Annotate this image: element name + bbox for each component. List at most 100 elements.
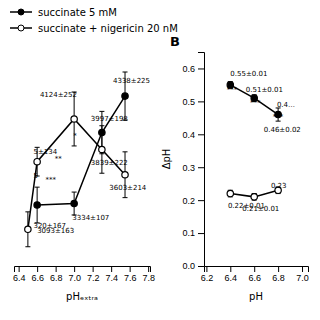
x-tick-label: 6.8: [50, 273, 63, 283]
y-tick-mark: [198, 101, 204, 102]
annotation: 4338±225: [113, 77, 150, 85]
error-bar: [35, 187, 40, 223]
x-tick: 6.2: [201, 266, 214, 283]
error-bar: [25, 212, 30, 247]
series: [25, 92, 129, 247]
x-tick-label: 7.4: [105, 273, 118, 283]
x-axis-title: pHₑₓₜᵣₐ: [66, 291, 98, 302]
x-tick-mark: [230, 266, 231, 272]
x-tick-label: 7.0: [296, 273, 309, 283]
x-tick: 7.0: [68, 266, 81, 283]
error-bar: [228, 190, 233, 197]
y-tick-label: 0.0: [182, 261, 195, 271]
legend-item: succinate + nigericin 20 nM: [10, 23, 178, 34]
x-tick-mark: [19, 266, 20, 272]
y-tick-mark: [198, 167, 204, 168]
y-tick: 0.6: [182, 64, 204, 74]
x-tick-mark: [130, 266, 131, 272]
annotation: 0.51±0.01: [246, 86, 283, 94]
annotation: 0.46±0.02: [264, 126, 301, 134]
x-tick: 6.4: [225, 266, 238, 283]
y-tick-label: 0.6: [182, 64, 195, 74]
annotation: 3603±214: [109, 184, 147, 192]
y-tick: 0.5: [182, 97, 204, 107]
annotation: ***: [273, 113, 284, 121]
legend-swatch-marker: [18, 25, 24, 31]
annotation: 3997±198: [91, 115, 128, 123]
chart: succinate 5 mM succinate + nigericin 20 n…: [0, 0, 320, 320]
annotation: ***: [227, 86, 238, 94]
error-bar: [252, 194, 257, 201]
y-axis-line: [198, 53, 205, 267]
point: [99, 146, 105, 152]
x-tick: 7.6: [124, 266, 137, 283]
x-tick: 7.0: [296, 266, 309, 283]
y-tick-label: 0.3: [182, 163, 195, 173]
annotation: 4124±252: [40, 91, 77, 99]
x-tick-label: 6.4: [225, 273, 238, 283]
x-tick: 6.6: [31, 266, 44, 283]
y-tick: 0.2: [182, 196, 204, 206]
annotation: 5: [33, 172, 37, 180]
x-tick: 6.4: [13, 266, 26, 283]
panel: 6.26.46.66.87.00.00.10.20.30.40.50.60.55…: [161, 34, 309, 302]
x-axis-line: [205, 267, 309, 273]
annotation: ***: [45, 176, 56, 184]
y-tick-label: 0.4: [182, 130, 195, 140]
x-tick: 7.8: [142, 266, 155, 283]
y-tick: 0.3: [182, 163, 204, 173]
point: [122, 172, 128, 178]
point: [227, 190, 233, 196]
x-tick: 6.6: [248, 266, 261, 283]
x-tick-mark: [37, 266, 38, 272]
annotation: 0.23: [271, 182, 287, 190]
x-axis-line: [15, 267, 151, 273]
x-tick-mark: [148, 266, 149, 272]
y-tick: 0.4: [182, 130, 204, 140]
y-tick-mark: [198, 68, 204, 69]
x-tick-mark: [206, 266, 207, 272]
x-tick-mark: [302, 266, 303, 272]
y-tick-mark: [198, 266, 204, 267]
x-tick-label: 6.4: [13, 273, 26, 283]
x-tick-label: 7.8: [142, 273, 155, 283]
x-tick: 7.2: [87, 266, 100, 283]
annotation: 0.21±0.01: [242, 205, 279, 213]
series: [34, 72, 128, 223]
point: [71, 116, 77, 122]
x-tick: 6.8: [272, 266, 285, 283]
point: [122, 93, 128, 99]
y-axis-title: ΔpH: [161, 149, 172, 170]
x-tick-mark: [74, 266, 75, 272]
series-line: [28, 119, 125, 229]
x-axis-title: pH: [249, 291, 263, 302]
y-axis: 0.00.10.20.30.40.50.6: [182, 53, 204, 272]
annotation: *: [73, 132, 77, 140]
point: [34, 158, 40, 164]
point: [34, 202, 40, 208]
x-tick-label: 6.8: [272, 273, 285, 283]
legend-label: succinate + nigericin 20 nM: [38, 23, 178, 34]
annotations: 4124±2523997±1984338±2253334±1073093±163…: [33, 77, 150, 235]
x-axis: 6.4 6.6 6.8 7.0 7.2 7.4 7.6 7.8: [13, 266, 155, 283]
annotation: 320±167: [33, 222, 66, 230]
x-tick-mark: [278, 266, 279, 272]
x-tick-label: 6.6: [31, 273, 44, 283]
legend-label: succinate 5 mM: [38, 7, 117, 18]
annotation: 3334±107: [72, 214, 109, 222]
y-tick-label: 0.5: [182, 97, 195, 107]
point: [25, 226, 31, 232]
x-axis: 6.2 6.4 6.6 6.8 7.0: [201, 266, 309, 283]
y-tick-label: 0.2: [182, 196, 195, 206]
annotation: 3839±222: [91, 159, 128, 167]
annotation: 0.4…: [277, 101, 295, 109]
x-tick-label: 7.2: [87, 273, 100, 283]
plot-area: [25, 72, 129, 247]
y-tick-mark: [198, 233, 204, 234]
x-tick-mark: [254, 266, 255, 272]
point: [251, 194, 257, 200]
panel-title: B: [170, 34, 180, 49]
x-tick-mark: [56, 266, 57, 272]
x-tick-mark: [111, 266, 112, 272]
legend-item: succinate 5 mM: [10, 7, 117, 18]
